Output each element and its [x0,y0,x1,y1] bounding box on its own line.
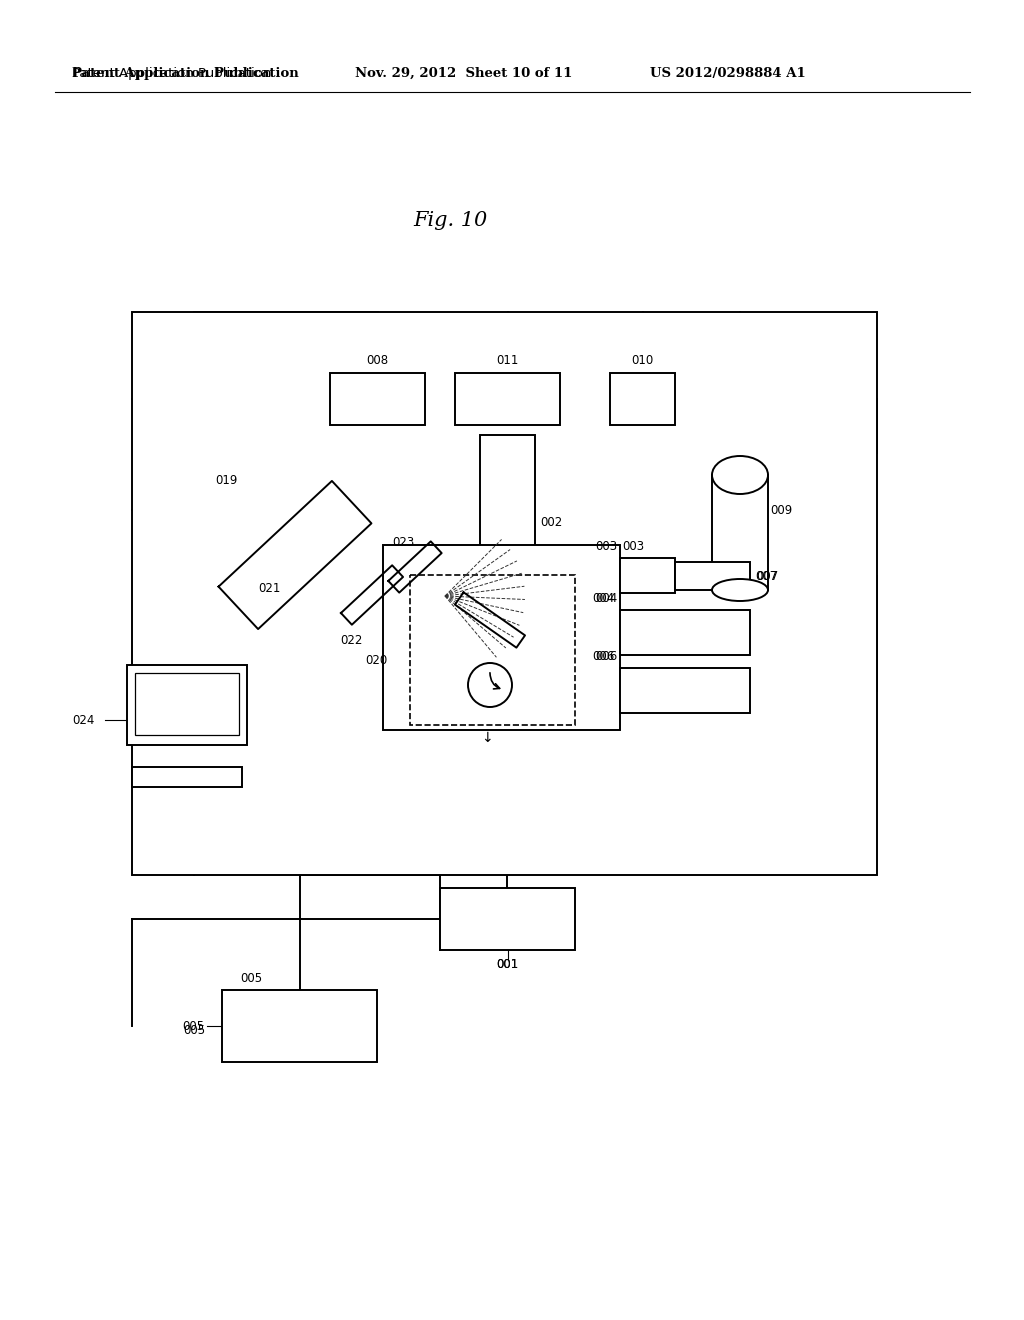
Bar [455,374,560,425]
Text: ↓: ↓ [481,731,493,744]
Text: 003: 003 [622,540,644,553]
Text: 002: 002 [540,516,562,528]
Bar [330,374,425,425]
Bar [132,767,242,787]
Bar [132,312,877,875]
Bar [610,374,675,425]
Bar [675,562,750,590]
Text: 007: 007 [756,569,778,582]
Bar [480,436,535,579]
Text: US 2012/0298884 A1: US 2012/0298884 A1 [650,66,806,79]
Text: 005: 005 [240,972,262,985]
Bar [620,558,675,593]
Text: 001: 001 [497,957,518,970]
Text: Patent Application Publication: Patent Application Publication [72,66,299,79]
Text: 004: 004 [592,591,614,605]
Bar [620,668,750,713]
Text: 004: 004 [595,591,617,605]
Bar [127,665,247,744]
Text: 010: 010 [632,355,653,367]
Bar [712,475,768,590]
Ellipse shape [712,455,768,494]
Text: 003: 003 [595,540,617,553]
Text: 007: 007 [755,569,777,582]
Text: 021: 021 [258,582,281,594]
Text: 005: 005 [183,1024,205,1038]
Text: 006: 006 [592,649,614,663]
Text: Patent Application Publication: Patent Application Publication [72,66,271,79]
Text: Fig. 10: Fig. 10 [413,210,487,230]
Bar [135,673,239,735]
Text: Nov. 29, 2012  Sheet 10 of 11: Nov. 29, 2012 Sheet 10 of 11 [355,66,572,79]
Text: 001: 001 [497,957,518,970]
Text: 006: 006 [595,649,617,663]
Text: 023: 023 [392,536,415,549]
Bar [383,545,620,730]
Text: 011: 011 [497,355,519,367]
Bar [440,888,575,950]
Bar [620,610,750,655]
Text: 008: 008 [367,355,388,367]
Ellipse shape [712,579,768,601]
Bar [222,990,377,1063]
Text: 019: 019 [215,474,238,487]
Text: 024: 024 [72,714,94,726]
Text: 020: 020 [365,653,387,667]
Circle shape [468,663,512,708]
Text: 022: 022 [340,634,362,647]
Text: 009: 009 [770,503,793,516]
Text: 005: 005 [182,1019,204,1032]
Bar [410,576,575,725]
